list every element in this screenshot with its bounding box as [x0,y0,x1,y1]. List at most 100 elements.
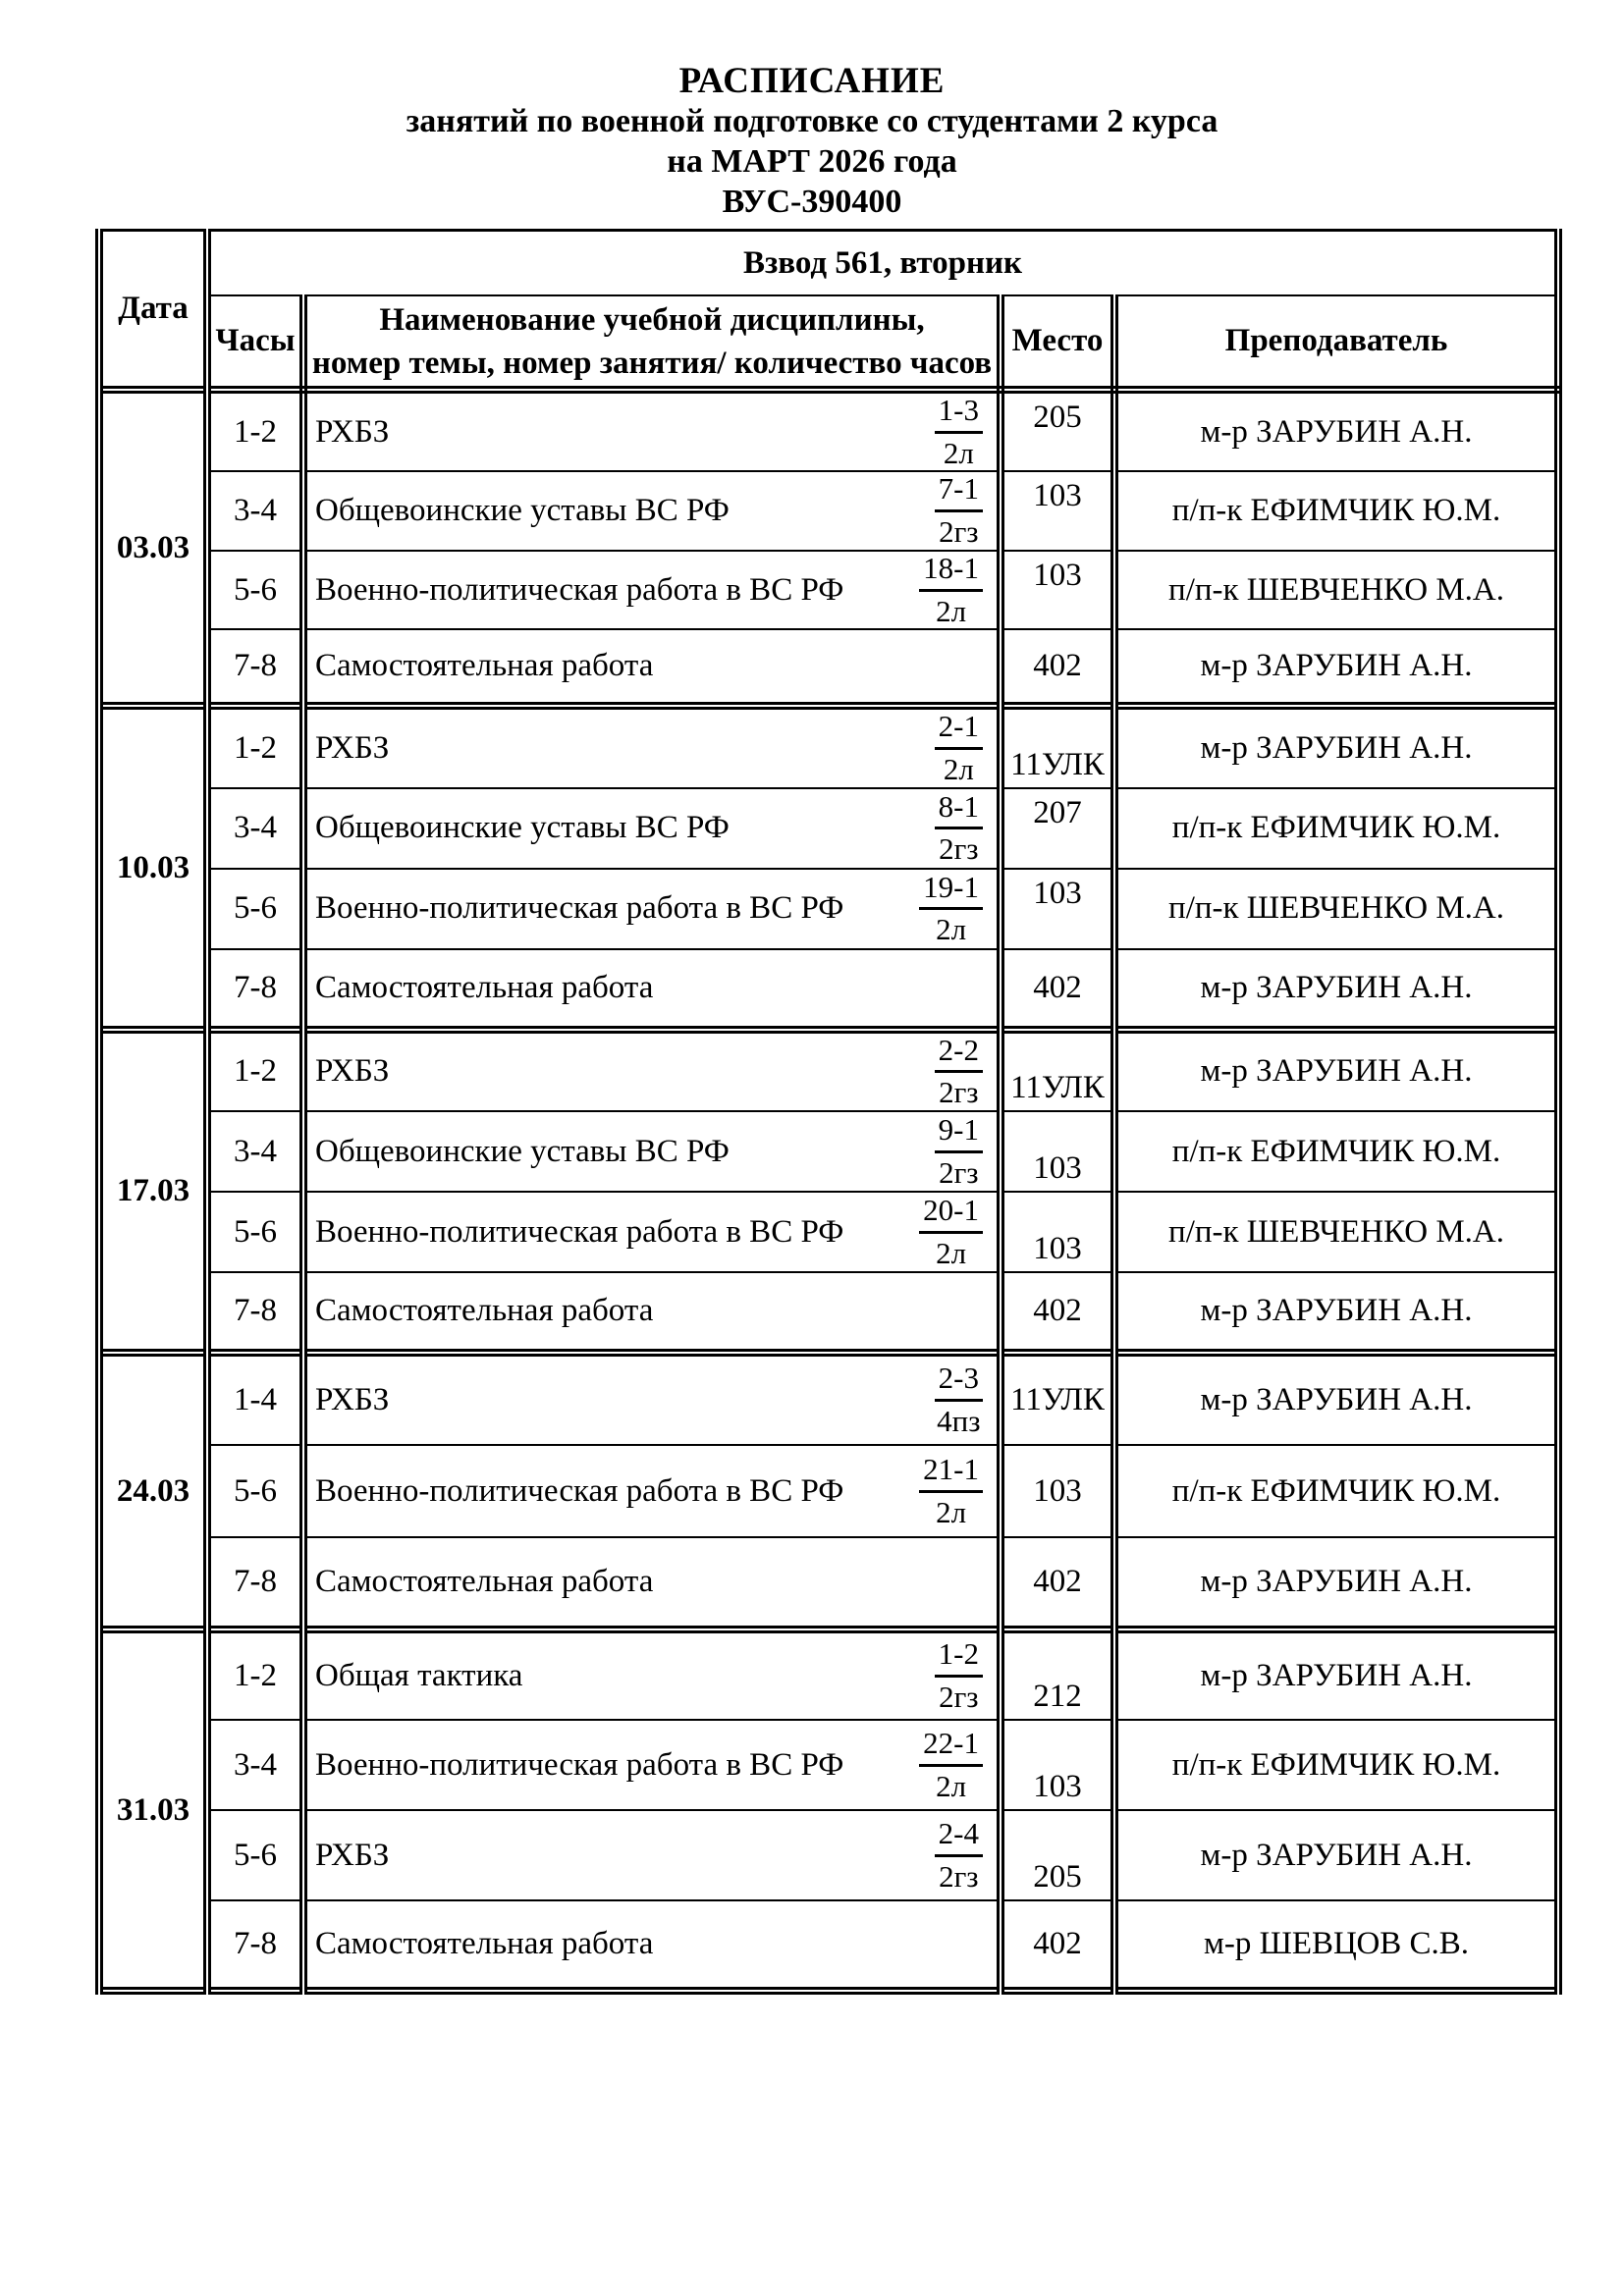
table-row: 03.03 1-2 РХБЗ 1-3 2л 205 м-р ЗАРУБИН А.Н. [95,385,1563,708]
topic-number: 2-1 [934,714,983,751]
table-row: 3-4 Общевоинские уставы ВС РФ 7-1 2гз 103 п/п… [99,470,1563,552]
discipline-content: Общевоинские уставы ВС РФ 9-1 2гз [311,1113,993,1190]
teacher-cell: м-р ЗАРУБИН А.Н. [1110,1809,1563,1902]
topic-number: 20-1 [919,1194,983,1234]
schedule-body: 03.03 1-2 РХБЗ 1-3 2л 205 м-р ЗАРУБИН А.Н. 3-4 О… [95,385,1563,1993]
hours-cell: 7-8 [203,1899,307,1993]
discipline-content: РХБЗ 2-2 2гз [311,1038,993,1110]
discipline-name: РХБЗ [315,1053,390,1090]
place-cell: 103 [997,470,1118,552]
hours-cell: 3-4 [203,786,307,870]
column-header-discipline-line1: Наименование учебной дисциплины, [379,301,925,338]
hours-cell: 1-4 [203,1349,307,1447]
place-cell: 402 [997,628,1118,708]
hours-cell: 7-8 [203,628,307,708]
table-row: 5-6 Военно-политическая работа в ВС РФ 20-… [99,1191,1563,1274]
teacher-cell: м-р ЗАРУБИН А.Н. [1110,1626,1563,1722]
discipline-name: Военно-политическая работа в ВС РФ [315,1746,844,1783]
place-cell: 103 [997,1110,1118,1194]
hours-count: 2л [936,1494,967,1529]
hours-cell: 3-4 [203,470,307,552]
place-cell: 212 [997,1626,1118,1722]
topic-number: 18-1 [919,553,983,592]
place-cell: 103 [997,1444,1118,1539]
topic-fraction: 21-1 2л [919,1452,983,1529]
discipline-cell: Самостоятельная работа [299,1899,1004,1993]
topic-fraction: 20-1 2л [919,1194,983,1270]
discipline-cell: Военно-политическая работа в ВС РФ 19-1 2л [299,867,1004,950]
document-title: РАСПИСАНИЕ занятий по военной подготовке… [0,0,1624,222]
table-row: 24.03 1-4 РХБЗ 2-3 4пз 11УЛК м-р ЗАРУБИН А.Н. [95,1349,1563,1631]
place-cell: 103 [997,1191,1118,1274]
discipline-cell: Военно-политическая работа в ВС РФ 18-1 2л [299,549,1004,631]
discipline-cell: Военно-политическая работа в ВС РФ 21-1 2л [299,1444,1004,1539]
table-row: 3-4 Общевоинские уставы ВС РФ 8-1 2гз 207 п/п… [99,786,1563,870]
schedule-header: Дата Взвод 561, вторник Часы Наименовани… [95,229,1563,394]
date-cell: 03.03 [95,385,211,708]
header-row-columns: Часы Наименование учебной дисциплины, но… [99,294,1563,394]
topic-number: 8-1 [934,790,983,830]
discipline-name: Самостоятельная работа [315,1293,654,1329]
table-row: 3-4 Общевоинские уставы ВС РФ 9-1 2гз 103 п/п… [99,1110,1563,1194]
topic-number: 22-1 [919,1726,983,1767]
topic-fraction: 19-1 2л [919,871,983,947]
column-header-discipline-line2: номер темы, номер занятия/ количество ча… [311,345,993,381]
discipline-name: Военно-политическая работа в ВС РФ [315,571,844,608]
hours-count: 2гз [939,1075,979,1110]
discipline-name: РХБЗ [315,730,390,767]
discipline-cell: Военно-политическая работа в ВС РФ 20-1 2л [299,1191,1004,1274]
place-cell: 205 [997,1809,1118,1902]
table-row: 7-8 Самостоятельная работа 402 м-р ШЕВЦОВ С… [99,1899,1563,1993]
schedule-table: Дата Взвод 561, вторник Часы Наименовани… [95,229,1563,1996]
hours-cell: 7-8 [203,1271,307,1355]
discipline-cell: Самостоятельная работа [299,628,1004,708]
hours-count: 2л [936,912,967,947]
topic-fraction: 22-1 2л [919,1726,983,1803]
place-cell: 103 [997,867,1118,950]
hours-cell: 3-4 [203,1719,307,1812]
platoon-header: Взвод 561, вторник [202,229,1563,296]
topic-number: 19-1 [919,871,983,911]
discipline-content: РХБЗ 1-3 2л [311,398,993,469]
topic-fraction: 7-1 2гз [934,473,983,549]
table-row: 10.03 1-2 РХБЗ 2-1 2л 11УЛК м-р ЗАРУБИН А.Н. [95,702,1563,1031]
table-row: 7-8 Самостоятельная работа 402 м-р ЗАРУБИН … [99,1271,1563,1355]
discipline-content: Самостоятельная работа [311,648,993,684]
discipline-name: РХБЗ [315,1837,390,1873]
discipline-content: Военно-политическая работа в ВС РФ 20-1 2л [311,1194,993,1270]
discipline-name: Общевоинские уставы ВС РФ [315,810,730,846]
topic-fraction: 2-3 4пз [934,1362,983,1438]
discipline-content: Самостоятельная работа [311,970,993,1006]
discipline-cell: Общая тактика 1-2 2гз [299,1626,1004,1722]
column-header-place: Место [997,294,1118,394]
topic-number: 9-1 [934,1113,983,1153]
teacher-cell: п/п-к ЕФИМЧИК Ю.М. [1110,1719,1563,1812]
hours-count: 2л [943,752,974,787]
place-cell: 402 [997,947,1118,1031]
title-line-3: на МАРТ 2026 года [667,143,957,180]
hours-count: 2гз [939,1680,979,1715]
table-row: 3-4 Военно-политическая работа в ВС РФ 22-… [99,1719,1563,1812]
topic-number: 2-3 [934,1362,983,1403]
hours-cell: 5-6 [203,1809,307,1902]
discipline-cell: Самостоятельная работа [299,1271,1004,1355]
discipline-name: Военно-политическая работа в ВС РФ [315,890,844,927]
discipline-name: Общая тактика [315,1658,523,1694]
discipline-name: Общевоинские уставы ВС РФ [315,493,730,529]
discipline-content: Военно-политическая работа в ВС РФ 21-1 2л [311,1452,993,1529]
place-cell: 205 [997,385,1118,473]
place-cell: 11УЛК [997,1025,1118,1113]
topic-fraction: 8-1 2гз [934,790,983,867]
table-row: 31.03 1-2 Общая тактика 1-2 2гз 212 м-р ЗАРУБИ… [95,1626,1563,1993]
topic-fraction: 1-3 2л [934,398,983,469]
table-row: 5-6 Военно-политическая работа в ВС РФ 19-… [99,867,1563,950]
place-cell: 11УЛК [997,1349,1118,1447]
discipline-cell: РХБЗ 2-1 2л [299,702,1004,789]
teacher-cell: п/п-к ШЕВЧЕНКО М.А. [1110,1191,1563,1274]
topic-fraction: 2-4 2гз [934,1816,983,1894]
discipline-name: Общевоинские уставы ВС РФ [315,1133,730,1169]
hours-cell: 1-2 [203,1626,307,1722]
hours-cell: 5-6 [203,549,307,631]
discipline-name: Самостоятельная работа [315,1926,654,1962]
header-row-group: Дата Взвод 561, вторник [95,229,1563,391]
